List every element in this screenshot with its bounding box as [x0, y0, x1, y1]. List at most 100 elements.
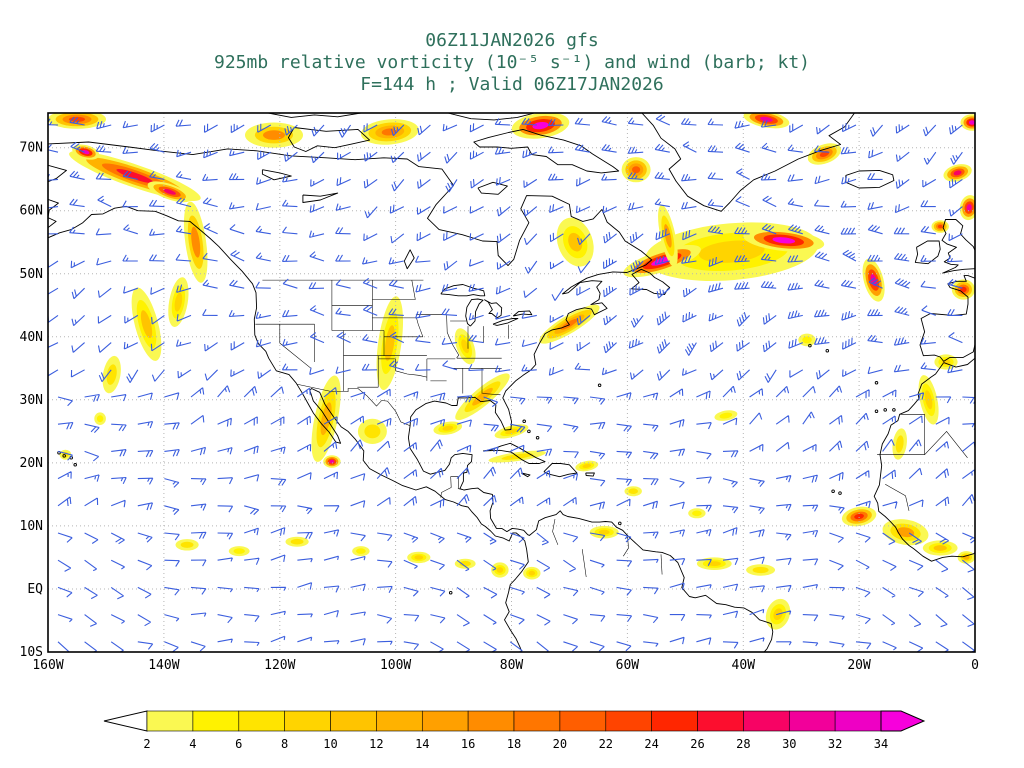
vorticity-contour [802, 336, 812, 344]
coastline [447, 113, 535, 121]
island-dot [522, 419, 526, 424]
vorticity-contour [459, 560, 471, 567]
vorticity-contour [356, 548, 366, 554]
border-line [446, 314, 460, 359]
vorticity-contour [632, 166, 641, 174]
vorticity-contour [719, 412, 733, 419]
lon-tick-label: 0 [971, 658, 979, 673]
coastline-layer [48, 113, 975, 652]
island-dot [892, 408, 896, 412]
lat-tick-label: EQ [27, 582, 43, 597]
colorbar-segment [743, 710, 790, 732]
vorticity-contour [233, 548, 245, 554]
vorticity-contour [96, 415, 104, 423]
vorticity-contour [707, 561, 721, 567]
border-line [552, 518, 559, 545]
lat-tick-label: 50N [20, 267, 43, 282]
island-dot [838, 491, 842, 495]
lon-tick-label: 40W [732, 658, 756, 673]
coastline [845, 169, 895, 189]
vorticity-contour [290, 538, 304, 545]
colorbar-segment [788, 710, 836, 732]
vorticity-contour [598, 529, 610, 535]
colorbar-tick-label: 8 [281, 737, 288, 751]
colorbar-segment [697, 710, 744, 732]
lon-tick-label: 160W [32, 658, 63, 673]
lat-tick-label: 10S [20, 645, 43, 660]
coastline [512, 310, 533, 317]
coastline [585, 472, 595, 477]
coastline [631, 268, 671, 296]
colorbar-segment [651, 710, 698, 732]
vorticity-contour [628, 488, 638, 495]
coastline [873, 362, 975, 562]
vorticity-contour [772, 237, 796, 244]
colorbar-segment [605, 710, 652, 732]
lat-tick-label: 40N [20, 330, 43, 345]
coastline [492, 318, 519, 326]
border-line [416, 317, 424, 337]
coastline [477, 181, 508, 195]
wind-barb-layer [48, 114, 975, 652]
colorbar-tick-label: 22 [599, 737, 613, 751]
lon-tick-label: 80W [500, 658, 524, 673]
colorbar-segment [513, 710, 561, 732]
border-line [581, 549, 587, 578]
colorbar-tick-label: 32 [828, 737, 842, 751]
vorticity-contour [752, 566, 769, 574]
border-line [885, 484, 906, 496]
border-line [482, 393, 501, 396]
title-model-run: 06Z11JAN2026 gfs [425, 30, 599, 51]
borders-layer [255, 279, 968, 578]
colorbar-segment [146, 710, 194, 732]
colorbar: 2 4 6 8 10 12 14 16 18 20 22 24 26 28 30 32 34 [103, 710, 926, 751]
coastline [914, 240, 941, 265]
colorbar-tick-label: 28 [736, 737, 750, 751]
colorbar-tick-label: 18 [507, 737, 521, 751]
colorbar-tick-label: 10 [323, 737, 337, 751]
vorticity-contour [263, 130, 285, 140]
colorbar-tick-label: 4 [189, 737, 196, 751]
lat-tick-label: 10N [20, 519, 43, 534]
border-line [411, 280, 416, 300]
vorticity-contour [933, 545, 947, 551]
border-line [660, 554, 663, 575]
vorticity-contour [461, 339, 470, 354]
wind-barbs [48, 114, 975, 652]
vorticity-contour [116, 168, 154, 184]
coastline [403, 249, 415, 270]
colorbar-tick-label: 34 [874, 737, 888, 751]
colorbar-tick-label: 26 [690, 737, 704, 751]
vorticity-contour [414, 555, 424, 560]
vorticity-contour [81, 150, 90, 155]
coastline [261, 169, 292, 181]
vorticity-contour [953, 170, 962, 176]
border-line [924, 430, 968, 458]
vorticity-contour [163, 188, 176, 195]
coastline [641, 113, 855, 212]
colorbar-underflow-arrow [103, 710, 148, 732]
vorticity-contour [329, 459, 335, 464]
vorticity-contour [442, 425, 454, 431]
coastline [440, 284, 486, 297]
colorbar-overflow-arrow [880, 710, 926, 732]
plot-titles: 06Z11JAN2026 gfs 925mb relative vorticit… [0, 30, 1024, 96]
coastline [483, 442, 546, 464]
vorticity-contour [505, 428, 518, 435]
border-line [395, 370, 427, 378]
coastline [941, 219, 975, 274]
vorticity-contour [174, 292, 183, 312]
coastline [943, 357, 975, 368]
colorbar-tick-label: 6 [235, 737, 242, 751]
colorbar-segment [192, 710, 240, 732]
vorticity-contour [180, 541, 194, 548]
island-dot [618, 521, 622, 526]
coastline [473, 128, 620, 174]
lat-tick-label: 30N [20, 393, 43, 408]
lon-tick-label: 60W [616, 658, 640, 673]
vorticity-contour [759, 116, 773, 122]
vorticity-contour [941, 359, 951, 365]
